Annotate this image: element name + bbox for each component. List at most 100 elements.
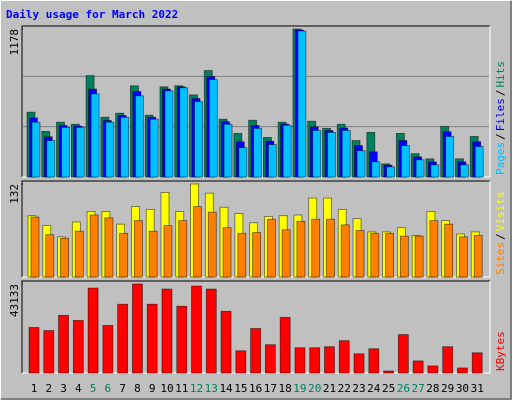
bar <box>87 287 99 374</box>
bar <box>279 316 291 374</box>
bar <box>220 310 232 374</box>
bar <box>415 159 425 178</box>
bar <box>252 232 262 278</box>
bar <box>471 352 483 374</box>
x-tick-label: 29 <box>441 382 454 395</box>
y-tick-label: 132 <box>8 184 21 204</box>
bar <box>457 367 468 374</box>
x-tick-label: 24 <box>367 382 381 395</box>
legend-entry: Pages <box>494 142 507 175</box>
bar <box>193 206 202 278</box>
x-tick-label: 30 <box>456 382 469 395</box>
x-tick-label: 14 <box>219 382 233 395</box>
bar <box>282 124 292 178</box>
bar <box>45 234 55 278</box>
y-tick-label: 1178 <box>8 29 21 56</box>
x-tick-label: 6 <box>105 382 112 395</box>
bar <box>383 370 394 374</box>
bar <box>445 136 455 178</box>
x-tick-label: 11 <box>175 382 188 395</box>
bar <box>223 123 233 178</box>
bar <box>397 334 409 374</box>
x-tick-label: 10 <box>160 382 173 395</box>
bar <box>473 235 483 278</box>
bar <box>60 237 69 278</box>
bar <box>267 144 277 178</box>
x-tick-label: 3 <box>60 382 67 395</box>
bar <box>205 288 217 374</box>
bar <box>250 328 262 374</box>
bar <box>28 327 40 374</box>
bar <box>355 230 365 278</box>
bar <box>459 236 468 278</box>
x-tick-label: 18 <box>279 382 292 395</box>
bar <box>207 211 217 278</box>
bar <box>208 79 218 178</box>
bar <box>474 146 484 178</box>
bar <box>194 101 203 178</box>
legend-entry: Hits <box>494 61 507 88</box>
x-tick-label: 19 <box>293 382 306 395</box>
bar <box>238 147 248 178</box>
bar <box>370 232 380 278</box>
x-tick-label: 31 <box>471 382 484 395</box>
bar <box>72 320 84 374</box>
x-tick-label: 12 <box>190 382 203 395</box>
bar <box>341 129 351 178</box>
x-tick-label: 21 <box>323 382 336 395</box>
bar <box>400 145 410 178</box>
bar <box>164 90 174 178</box>
bar <box>74 230 84 278</box>
x-tick-label: 26 <box>397 382 410 395</box>
bar <box>75 126 85 178</box>
bar <box>119 232 129 278</box>
legend-separator: / <box>494 133 507 140</box>
bar <box>237 232 247 278</box>
x-tick-label: 22 <box>338 382 351 395</box>
x-tick-label: 25 <box>382 382 395 395</box>
x-tick-label: 8 <box>134 382 141 395</box>
bar <box>430 164 440 178</box>
legend: KBytes <box>494 331 507 371</box>
bar <box>309 347 321 374</box>
bar <box>43 330 55 374</box>
bar <box>460 164 469 178</box>
bar <box>30 216 40 278</box>
bar <box>117 303 129 374</box>
bar <box>253 127 263 178</box>
bar <box>442 346 454 374</box>
bar <box>281 229 291 278</box>
bar <box>179 87 189 178</box>
legend-entry: Visits <box>494 192 507 232</box>
bar <box>235 350 247 374</box>
bar <box>146 303 158 374</box>
x-tick-label: 9 <box>149 382 156 395</box>
bar <box>353 353 365 374</box>
bar <box>176 305 188 374</box>
bar <box>191 285 202 374</box>
bar <box>368 348 380 374</box>
y-tick-label: 43133 <box>8 284 21 317</box>
x-tick-label: 28 <box>426 382 439 395</box>
bar <box>61 126 70 178</box>
bar <box>427 365 439 374</box>
panel-shadow <box>21 280 490 373</box>
bar <box>326 218 335 278</box>
legend-separator: / <box>494 233 507 240</box>
bar <box>264 344 276 374</box>
bar <box>297 30 307 178</box>
legend: Pages/Files/Hits <box>494 61 507 175</box>
bar <box>161 288 173 374</box>
bar <box>385 232 394 278</box>
x-tick-label: 20 <box>308 382 321 395</box>
bar <box>104 217 114 278</box>
legend-entry: Sites <box>494 242 507 275</box>
x-tick-label: 16 <box>249 382 262 395</box>
bar <box>429 220 439 278</box>
legend-entry: Files <box>494 98 507 131</box>
bar <box>31 121 41 178</box>
bar <box>90 93 100 178</box>
bar <box>120 116 130 178</box>
